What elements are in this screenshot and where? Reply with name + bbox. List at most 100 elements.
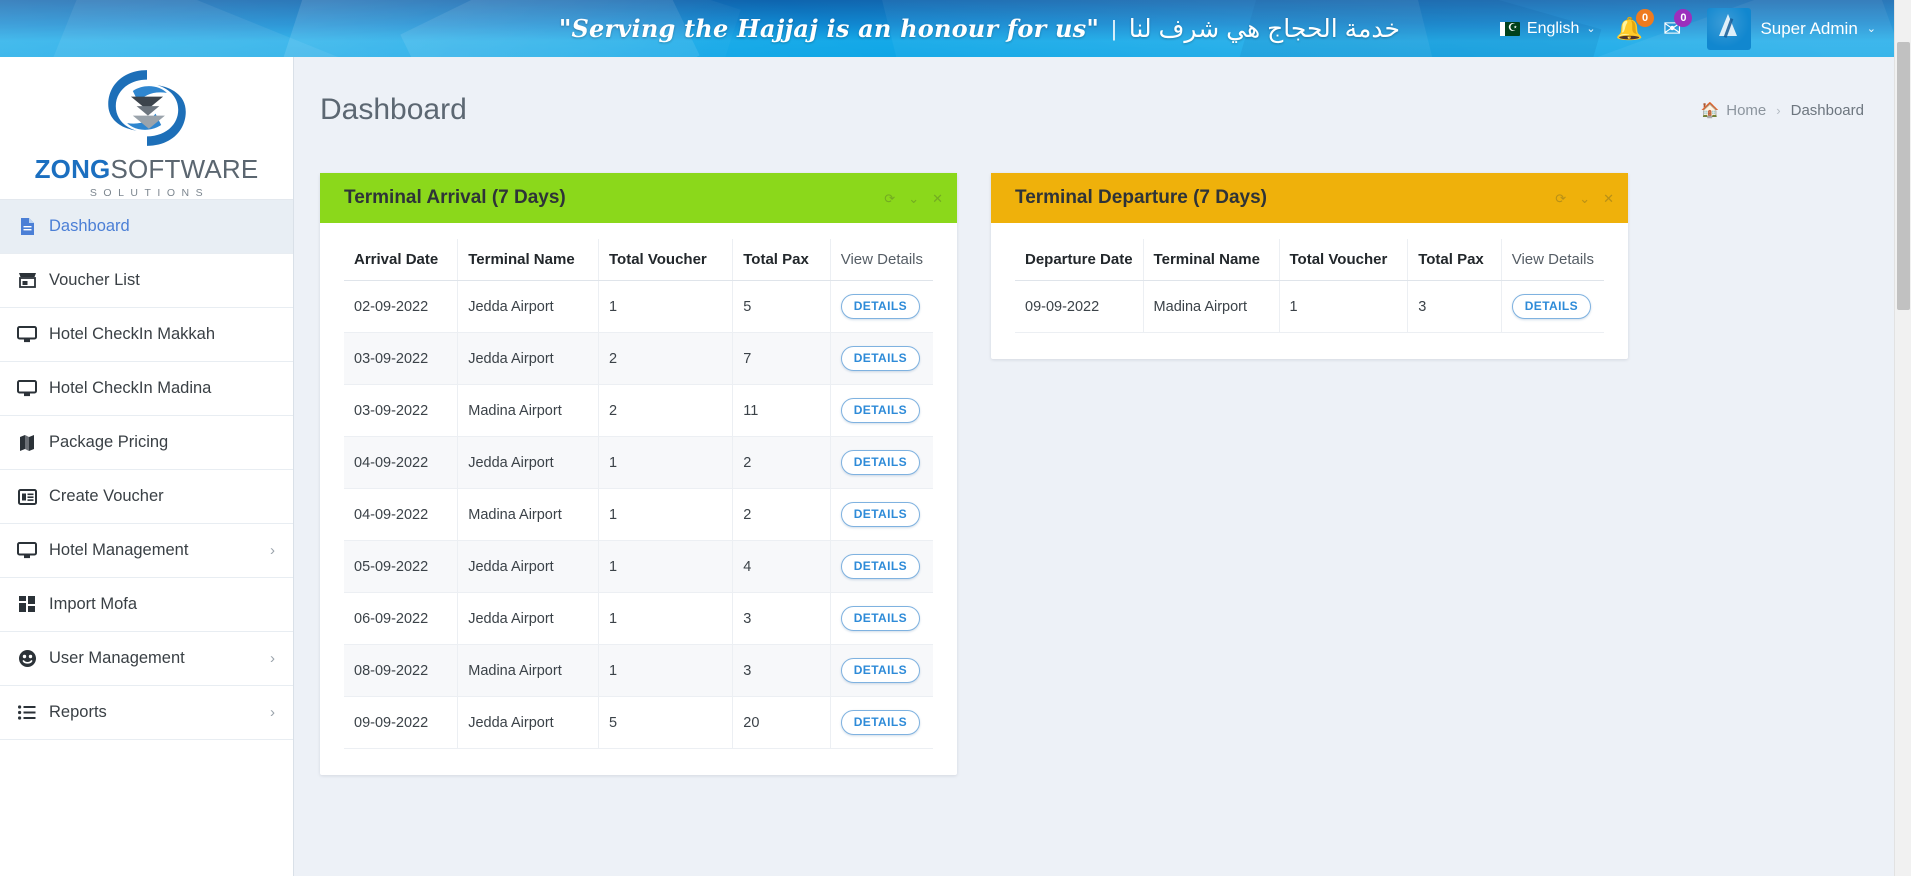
sidebar-item-user-management[interactable]: User Management ›	[0, 632, 293, 686]
user-name-label: Super Admin	[1760, 18, 1858, 38]
breadcrumb: 🏠 Home › Dashboard	[1701, 101, 1864, 120]
row-date: 05-09-2022	[344, 540, 459, 593]
details-button[interactable]: DETAILS	[840, 710, 920, 735]
row-total-pax: 5	[732, 280, 831, 333]
refresh-icon[interactable]: ⟳	[1555, 190, 1567, 206]
notifications-badge: 0	[1636, 8, 1654, 27]
table-row: 06-09-2022 Jedda Airport 1 3 DETAILS	[344, 592, 933, 645]
close-icon[interactable]: ✕	[1603, 190, 1614, 206]
table-row: 08-09-2022 Madina Airport 1 3 DETAILS	[344, 644, 933, 697]
grid-icon	[16, 595, 38, 615]
scrollbar-thumb[interactable]	[1897, 42, 1910, 310]
sidebar-item-hotel-checkin-madina[interactable]: Hotel CheckIn Madina	[0, 362, 293, 416]
sidebar-item-label: Package Pricing	[49, 433, 169, 451]
row-terminal-name: Jedda Airport	[457, 280, 599, 333]
row-actions-cell: DETAILS	[830, 644, 933, 697]
details-button[interactable]: DETAILS	[1511, 294, 1591, 319]
language-selector[interactable]: English ⌄	[1499, 20, 1596, 38]
sidebar-item-import-mofa[interactable]: Import Mofa	[0, 578, 293, 632]
breadcrumb-separator-icon: ›	[1776, 102, 1781, 118]
notifications-button[interactable]: 🔔 0	[1615, 8, 1654, 41]
brand-logo[interactable]: ZONGSOFTWARE SOLUTIONS	[0, 57, 293, 200]
row-total-pax: 3	[732, 592, 831, 645]
sidebar-item-create-voucher[interactable]: Create Voucher	[0, 470, 293, 524]
row-terminal-name: Jedda Airport	[457, 696, 599, 749]
row-date: 03-09-2022	[344, 384, 459, 437]
row-actions-cell: DETAILS	[830, 280, 933, 333]
zong-emblem-icon	[107, 69, 186, 146]
desktop-icon	[16, 325, 38, 345]
table-row: 02-09-2022 Jedda Airport 1 5 DETAILS	[344, 280, 933, 333]
table-row: 03-09-2022 Jedda Airport 2 7 DETAILS	[344, 332, 933, 385]
row-terminal-name: Madina Airport	[457, 488, 599, 541]
chevron-down-icon[interactable]: ⌄	[1579, 190, 1591, 206]
close-icon[interactable]: ✕	[932, 190, 943, 206]
row-terminal-name: Jedda Airport	[457, 332, 599, 385]
avatar	[1707, 7, 1752, 50]
sidebar-item-dashboard[interactable]: Dashboard	[0, 200, 293, 254]
details-button[interactable]: DETAILS	[840, 554, 920, 579]
slogan-arabic: خدمة الحجاج هي شرف لنا	[1128, 14, 1400, 43]
panel-tools: ⟳ ⌄ ✕	[884, 192, 943, 205]
details-button[interactable]: DETAILS	[840, 450, 920, 475]
breadcrumb-home[interactable]: 🏠 Home	[1701, 101, 1767, 120]
table-row: 03-09-2022 Madina Airport 2 11 DETAILS	[344, 384, 933, 437]
sidebar-item-label: Voucher List	[49, 271, 140, 289]
terminal-departure-panel-header: Terminal Departure (7 Days) ⟳ ⌄ ✕	[991, 173, 1628, 223]
row-date: 09-09-2022	[344, 696, 459, 749]
details-button[interactable]: DETAILS	[840, 502, 920, 527]
main-content: Dashboard 🏠 Home › Dashboard Terminal Ar…	[294, 57, 1894, 876]
map-icon	[16, 433, 38, 453]
row-total-voucher: 1	[598, 592, 734, 645]
column-header-terminal-name: Terminal Name	[457, 239, 599, 281]
page-title: Dashboard	[320, 93, 467, 126]
sidebar-item-hotel-management[interactable]: Hotel Management ›	[0, 524, 293, 578]
table-header-row: Departure Date Terminal Name Total Voucher…	[1015, 239, 1604, 281]
sidebar-item-voucher-list[interactable]: Voucher List	[0, 254, 293, 308]
desktop-icon	[16, 541, 38, 561]
column-header-total-voucher: Total Voucher	[598, 239, 734, 281]
row-actions-cell: DETAILS	[1501, 280, 1604, 333]
chevron-right-icon: ›	[270, 704, 275, 721]
brand-wordmark: ZONGSOFTWARE	[35, 156, 259, 182]
sidebar-item-label: Import Mofa	[49, 595, 138, 613]
table-body: 02-09-2022 Jedda Airport 1 5 DETAILS 03-09-20…	[344, 280, 933, 749]
row-total-voucher: 1	[598, 644, 734, 697]
details-button[interactable]: DETAILS	[840, 606, 920, 631]
desktop-icon	[16, 379, 38, 399]
chevron-down-icon[interactable]: ⌄	[908, 190, 920, 206]
details-button[interactable]: DETAILS	[840, 398, 920, 423]
messages-badge: 0	[1674, 8, 1693, 27]
column-header-view-details: View Details	[1501, 239, 1604, 281]
sidebar-item-reports[interactable]: Reports ›	[0, 686, 293, 740]
sidebar-item-label: Dashboard	[49, 217, 130, 235]
breadcrumb-current[interactable]: Dashboard	[1790, 101, 1864, 119]
page-scrollbar[interactable]	[1894, 0, 1911, 876]
details-button[interactable]: DETAILS	[840, 346, 920, 371]
details-button[interactable]: DETAILS	[840, 658, 920, 683]
sidebar-item-label: Reports	[49, 703, 107, 721]
row-date: 03-09-2022	[344, 332, 459, 385]
column-header-total-pax: Total Pax	[732, 239, 831, 281]
sidebar-item-label: Hotel CheckIn Makkah	[49, 325, 215, 343]
row-date: 06-09-2022	[344, 592, 459, 645]
chevron-right-icon: ›	[270, 542, 275, 559]
row-terminal-name: Madina Airport	[457, 644, 599, 697]
voucher-icon	[16, 271, 38, 291]
column-header-terminal-name: Terminal Name	[1143, 239, 1280, 281]
form-icon	[16, 487, 38, 507]
table-row: 04-09-2022 Jedda Airport 1 2 DETAILS	[344, 436, 933, 489]
sidebar-item-package-pricing[interactable]: Package Pricing	[0, 416, 293, 470]
details-button[interactable]: DETAILS	[840, 294, 920, 319]
refresh-icon[interactable]: ⟳	[884, 190, 896, 206]
bell-icon: 🔔	[1615, 15, 1643, 41]
page-header: Dashboard 🏠 Home › Dashboard	[294, 57, 1894, 127]
sidebar-item-hotel-checkin-makkah[interactable]: Hotel CheckIn Makkah	[0, 308, 293, 362]
row-total-voucher: 5	[598, 696, 734, 749]
user-menu[interactable]: Super Admin ⌄	[1707, 7, 1876, 50]
panel-tools: ⟳ ⌄ ✕	[1555, 192, 1614, 205]
row-total-pax: 7	[732, 332, 831, 385]
messages-button[interactable]: ✉ 0	[1663, 8, 1693, 40]
row-total-pax: 4	[732, 540, 831, 593]
brand-name-bold: ZONG	[34, 153, 111, 184]
